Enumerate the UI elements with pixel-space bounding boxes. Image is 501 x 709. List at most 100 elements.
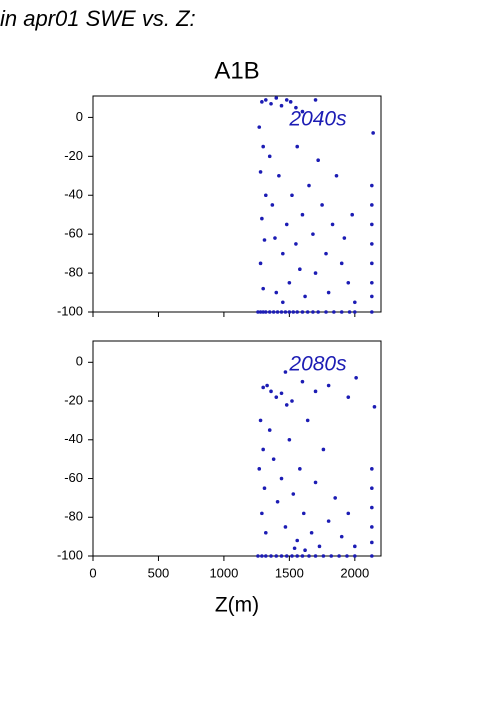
point: [291, 492, 296, 496]
point: [334, 173, 339, 178]
point: [300, 109, 305, 114]
x-axis-label: Z(m): [215, 594, 259, 617]
point: [311, 232, 315, 236]
point: [324, 310, 328, 314]
y-tick-label: -60: [64, 226, 83, 241]
panel-annotation: 2040s: [288, 108, 347, 131]
y-tick-label: 0: [76, 354, 83, 369]
point: [339, 310, 344, 314]
point: [337, 554, 341, 558]
point: [264, 98, 268, 102]
point: [258, 418, 263, 423]
point: [283, 310, 288, 314]
point: [370, 310, 374, 314]
point: [269, 101, 273, 106]
point: [339, 534, 344, 539]
point: [353, 544, 357, 549]
point: [350, 212, 355, 217]
point: [275, 499, 280, 504]
point: [274, 554, 279, 558]
point: [292, 546, 297, 551]
point: [279, 103, 284, 108]
point: [316, 158, 320, 163]
point: [264, 193, 268, 198]
point: [317, 544, 322, 549]
x-tick-label: 500: [148, 565, 170, 580]
point: [307, 183, 311, 188]
point: [353, 300, 357, 305]
point: [279, 554, 284, 558]
point: [372, 405, 377, 409]
point: [313, 389, 318, 394]
point: [321, 447, 326, 452]
y-tick-label: -100: [57, 547, 83, 562]
point: [305, 418, 310, 423]
point: [339, 261, 344, 266]
point: [300, 212, 305, 217]
point: [370, 294, 374, 299]
point: [294, 105, 298, 110]
point: [303, 548, 307, 552]
point: [284, 98, 289, 102]
point: [291, 310, 296, 314]
point: [300, 554, 305, 558]
point: [295, 554, 300, 558]
point: [274, 96, 279, 100]
point: [281, 251, 285, 256]
x-tick-label: 1000: [209, 565, 238, 580]
point: [301, 511, 306, 516]
point: [261, 310, 265, 314]
point: [298, 467, 302, 471]
point: [295, 144, 300, 149]
point: [332, 310, 336, 314]
x-tick-label: 2000: [340, 565, 369, 580]
y-tick-label: -40: [64, 431, 83, 446]
x-tick-label: 1500: [275, 565, 304, 580]
y-tick-label: -40: [64, 187, 83, 202]
point: [271, 457, 276, 461]
point: [287, 437, 292, 442]
point: [261, 286, 265, 291]
point: [269, 554, 273, 558]
point: [271, 310, 276, 314]
plot-frame: [92, 340, 382, 557]
point: [269, 389, 273, 394]
point: [262, 238, 267, 242]
point: [257, 467, 262, 471]
point: [326, 290, 331, 295]
point: [370, 525, 374, 529]
point: [260, 216, 264, 221]
point: [354, 376, 358, 380]
point: [305, 310, 310, 314]
point: [370, 505, 374, 510]
point: [370, 554, 374, 558]
point: [283, 525, 288, 529]
point: [279, 310, 284, 314]
point: [290, 554, 294, 558]
point: [370, 540, 374, 545]
point: [370, 242, 374, 246]
point: [353, 554, 357, 558]
point: [309, 530, 314, 535]
point: [267, 428, 272, 432]
point: [281, 300, 285, 305]
point: [279, 391, 284, 396]
point: [274, 395, 279, 399]
point: [283, 370, 288, 374]
point: [370, 486, 374, 491]
point: [295, 310, 300, 314]
point: [262, 486, 267, 491]
point: [290, 193, 294, 198]
point: [347, 310, 352, 314]
plot-frame: [92, 95, 382, 313]
y-tick-label: -100: [57, 303, 83, 318]
point: [307, 554, 311, 558]
point: [264, 530, 268, 535]
point: [284, 222, 289, 227]
point: [342, 236, 347, 240]
y-tick-label: -20: [64, 392, 83, 407]
point: [346, 395, 351, 399]
point: [294, 242, 298, 246]
point: [326, 383, 331, 388]
point: [287, 310, 292, 314]
